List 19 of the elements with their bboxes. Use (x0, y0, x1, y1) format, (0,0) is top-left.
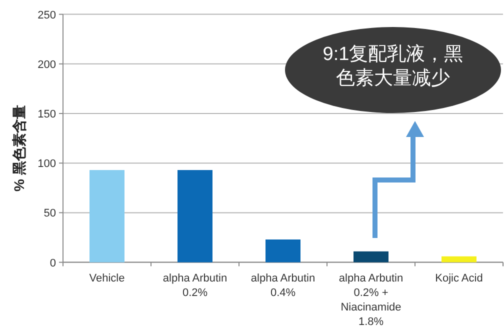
note: 9:1复配乳液，黑色素大量减少 (285, 27, 501, 113)
annotation: 9:1复配乳液，黑色素大量减少 (322, 43, 464, 89)
bar (266, 239, 300, 262)
y-tick-label: 50 (44, 208, 56, 220)
x-tick-label: alpha Arbutin 0.2% + Niacinamide 1.8% (338, 272, 404, 328)
bar (354, 251, 388, 262)
y-tick-label: 150 (38, 108, 56, 120)
bar (90, 170, 124, 262)
x-tick-label: alpha Arbutin 0.4% (250, 272, 316, 299)
x-tick-label: alpha Arbutin 0.2% (162, 272, 228, 299)
bar (442, 256, 476, 262)
bar (178, 170, 212, 262)
y-axis-title: % 黑色素含量 (11, 105, 27, 192)
x-tick-label: Vehicle (89, 272, 125, 284)
y-tick-label: 200 (38, 58, 56, 71)
y-tick-label: 0 (50, 257, 56, 270)
x-tick-label: Kojic Acid (435, 272, 483, 284)
y-tick-label: 250 (38, 9, 56, 22)
y-tick-label: 100 (38, 158, 56, 170)
